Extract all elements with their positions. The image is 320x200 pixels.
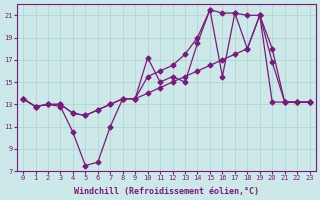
X-axis label: Windchill (Refroidissement éolien,°C): Windchill (Refroidissement éolien,°C) [74,187,259,196]
